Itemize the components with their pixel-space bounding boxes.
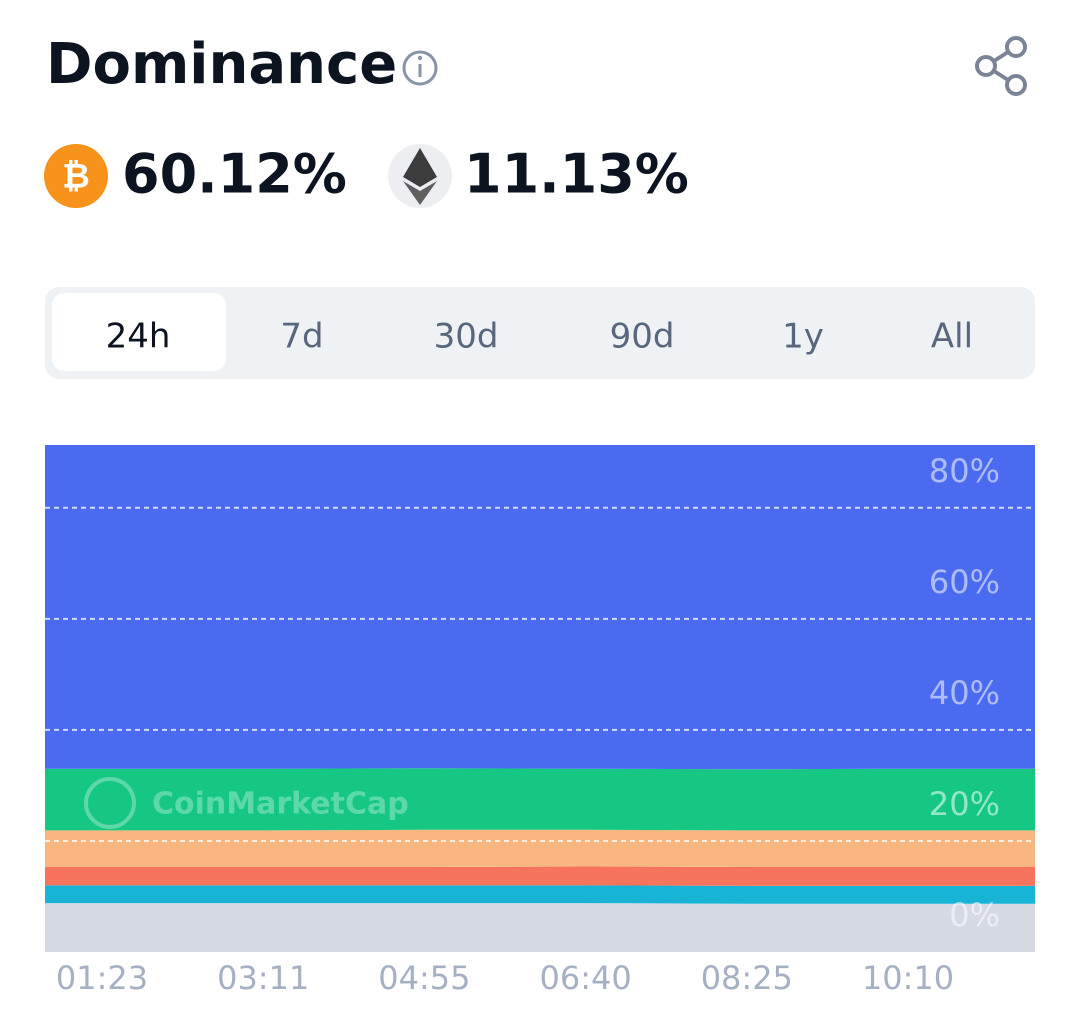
area xyxy=(45,445,1035,770)
y-tick-label: 80% xyxy=(929,452,1000,490)
tab[interactable]: All xyxy=(931,317,973,357)
tab[interactable]: 7d xyxy=(280,317,323,357)
info-icon[interactable] xyxy=(402,50,438,86)
tab-bar xyxy=(45,287,1035,379)
y-tick-label: 0% xyxy=(949,896,1000,934)
page-title: Dominance xyxy=(46,32,397,97)
x-tick-label: 01:23 xyxy=(56,959,148,997)
area xyxy=(45,903,1035,952)
tab[interactable]: 90d xyxy=(610,317,675,357)
y-tick-label: 60% xyxy=(929,563,1000,601)
tab[interactable]: 24h xyxy=(106,317,171,357)
area xyxy=(45,866,1035,886)
eth-icon xyxy=(388,144,452,208)
svg-text:₿: ₿ xyxy=(62,157,90,197)
y-tick-label: 40% xyxy=(929,674,1000,712)
area xyxy=(45,829,1035,867)
btc-dominance: 60.12% xyxy=(122,143,347,206)
area xyxy=(45,768,1035,831)
area xyxy=(45,885,1035,904)
share-icon[interactable] xyxy=(975,36,1027,96)
watermark: CoinMarketCap xyxy=(152,787,409,822)
x-tick-label: 03:11 xyxy=(217,959,309,997)
x-tick-label: 10:10 xyxy=(862,959,954,997)
eth-dominance: 11.13% xyxy=(464,143,689,206)
watermark-logo xyxy=(84,777,136,829)
btc-icon: ₿ xyxy=(44,144,108,208)
x-tick-label: 08:25 xyxy=(701,959,793,997)
x-tick-label: 06:40 xyxy=(539,959,631,997)
y-tick-label: 20% xyxy=(929,785,1000,823)
x-tick-label: 04:55 xyxy=(378,959,470,997)
tab[interactable]: 30d xyxy=(434,317,499,357)
active-tab xyxy=(52,293,226,371)
tab[interactable]: 1y xyxy=(782,317,824,357)
